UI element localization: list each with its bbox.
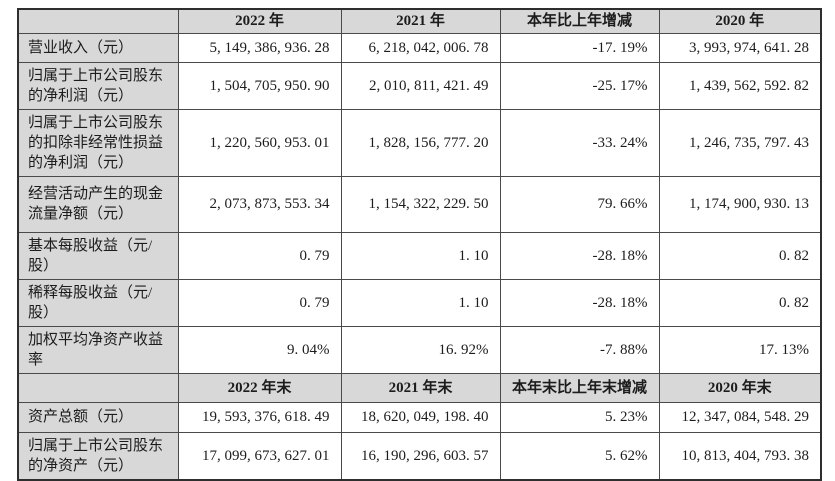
value-cell: 17, 099, 673, 627. 01 [177, 431, 342, 481]
value-cell: -7. 88% [499, 325, 660, 374]
value-cell: 79. 66% [499, 175, 660, 233]
column-header: 本年比上年增减 [499, 8, 660, 34]
value-cell: 0. 79 [177, 278, 342, 327]
row-label: 营业收入（元） [17, 32, 179, 63]
value-cell: 5. 62% [499, 431, 660, 481]
table-row: 归属于上市公司股东的净资产（元） 17, 099, 673, 627. 01 16,… [17, 431, 822, 481]
row-label: 加权平均净资产收益率 [17, 325, 179, 374]
column-header: 2020 年末 [658, 372, 822, 403]
value-cell: 1. 10 [340, 231, 501, 280]
column-header: 2020 年 [658, 8, 822, 34]
table-row: 加权平均净资产收益率 9. 04% 16. 92% -7. 88% 17. 13% [17, 325, 822, 374]
value-cell: 3, 993, 974, 641. 28 [658, 32, 822, 63]
header-row: 2022 年 2021 年本年比上年增减 2020 年 [17, 8, 822, 34]
value-cell: 18, 620, 049, 198. 40 [340, 401, 501, 433]
column-header: 2021 年 [340, 8, 501, 34]
row-label: 稀释每股收益（元/股） [17, 278, 179, 327]
column-header: 2021 年末 [340, 372, 501, 403]
value-cell: 16, 190, 296, 603. 57 [340, 431, 501, 481]
value-cell: 12, 347, 084, 548. 29 [658, 401, 822, 433]
value-cell: 1, 246, 735, 797. 43 [658, 108, 822, 177]
row-label: 资产总额（元） [17, 401, 179, 433]
row-label: 基本每股收益（元/股） [17, 231, 179, 280]
row-label: 归属于上市公司股东的净资产（元） [17, 431, 179, 481]
value-cell: 1, 439, 562, 592. 82 [658, 61, 822, 110]
value-cell: 6, 218, 042, 006. 78 [340, 32, 501, 63]
table-row: 归属于上市公司股东的扣除非经常性损益的净利润（元） 1, 220, 560, 95… [17, 108, 822, 177]
value-cell: 0. 79 [177, 231, 342, 280]
table-section-0: 2022 年 2021 年本年比上年增减 2020 年营业收入（元） 5, 149, … [17, 8, 822, 374]
financial-summary: 2022 年 2021 年本年比上年增减 2020 年营业收入（元） 5, 149, … [17, 8, 822, 481]
value-cell: 1, 828, 156, 777. 20 [340, 108, 501, 177]
value-cell: 2, 073, 873, 553. 34 [177, 175, 342, 233]
value-cell: 1, 504, 705, 950. 90 [177, 61, 342, 110]
value-cell: -33. 24% [499, 108, 660, 177]
value-cell: 0. 82 [658, 231, 822, 280]
row-label: 经营活动产生的现金流量净额（元） [17, 175, 179, 233]
table-row: 基本每股收益（元/股） 0. 79 1. 10 -28. 18% 0. 82 [17, 231, 822, 280]
value-cell: 5. 23% [499, 401, 660, 433]
value-cell: 1, 174, 900, 930. 13 [658, 175, 822, 233]
row-label: 归属于上市公司股东的净利润（元） [17, 61, 179, 110]
header-row: 2022 年末 2021 年末 本年末比上年末增减 2020 年末 [17, 372, 822, 403]
value-cell: 16. 92% [340, 325, 501, 374]
value-cell: 10, 813, 404, 793. 38 [658, 431, 822, 481]
value-cell: 19, 593, 376, 618. 49 [177, 401, 342, 433]
table-row: 归属于上市公司股东的净利润（元） 1, 504, 705, 950. 90 2, 0… [17, 61, 822, 110]
value-cell: 2, 010, 811, 421. 49 [340, 61, 501, 110]
row-label: 归属于上市公司股东的扣除非经常性损益的净利润（元） [17, 108, 179, 177]
value-cell: 5, 149, 386, 936. 28 [177, 32, 342, 63]
value-cell: -17. 19% [499, 32, 660, 63]
financial-summary-table: 2022 年 2021 年本年比上年增减 2020 年营业收入（元） 5, 149, … [17, 8, 822, 481]
value-cell: -25. 17% [499, 61, 660, 110]
value-cell: 1, 154, 322, 229. 50 [340, 175, 501, 233]
table-row: 经营活动产生的现金流量净额（元） 2, 073, 873, 553. 34 1, 1… [17, 175, 822, 233]
table-section-1: 2022 年末 2021 年末 本年末比上年末增减 2020 年末 资产总额（元） 19,… [17, 372, 822, 481]
value-cell: -28. 18% [499, 231, 660, 280]
value-cell: 1, 220, 560, 953. 01 [177, 108, 342, 177]
table-row: 营业收入（元） 5, 149, 386, 936. 28 6, 218, 042, … [17, 32, 822, 63]
table-row: 稀释每股收益（元/股） 0. 79 1. 10 -28. 18% 0. 82 [17, 278, 822, 327]
column-header: 本年末比上年末增减 [499, 372, 660, 403]
column-header: 2022 年 [177, 8, 342, 34]
value-cell: -28. 18% [499, 278, 660, 327]
column-header: 2022 年末 [177, 372, 342, 403]
corner-cell [17, 372, 179, 403]
value-cell: 1. 10 [340, 278, 501, 327]
table-row: 资产总额（元） 19, 593, 376, 618. 49 18, 620, 049… [17, 401, 822, 433]
value-cell: 0. 82 [658, 278, 822, 327]
value-cell: 9. 04% [177, 325, 342, 374]
corner-cell [17, 8, 179, 34]
value-cell: 17. 13% [658, 325, 822, 374]
